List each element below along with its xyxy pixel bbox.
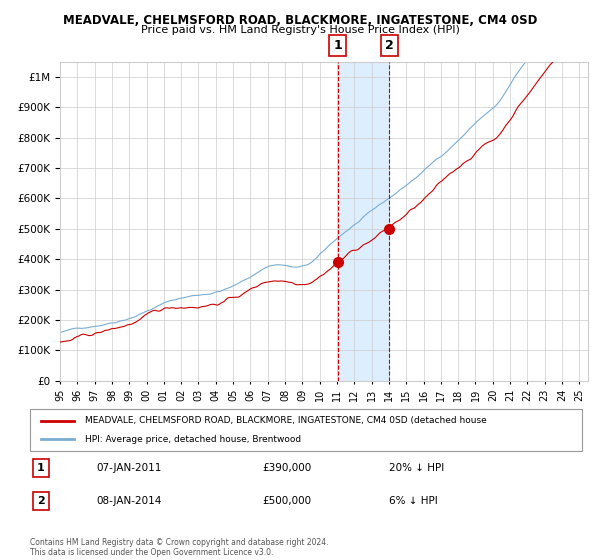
Text: 2: 2 — [385, 39, 394, 52]
Text: Contains HM Land Registry data © Crown copyright and database right 2024.
This d: Contains HM Land Registry data © Crown c… — [30, 538, 329, 557]
Bar — [338, 62, 389, 381]
Text: 2: 2 — [37, 496, 45, 506]
Text: MEADVALE, CHELMSFORD ROAD, BLACKMORE, INGATESTONE, CM4 0SD: MEADVALE, CHELMSFORD ROAD, BLACKMORE, IN… — [63, 14, 537, 27]
Text: 1: 1 — [333, 39, 342, 52]
Text: 20% ↓ HPI: 20% ↓ HPI — [389, 463, 444, 473]
FancyBboxPatch shape — [30, 409, 582, 451]
Text: HPI: Average price, detached house, Brentwood: HPI: Average price, detached house, Bren… — [85, 435, 301, 444]
Text: MEADVALE, CHELMSFORD ROAD, BLACKMORE, INGATESTONE, CM4 0SD (detached house: MEADVALE, CHELMSFORD ROAD, BLACKMORE, IN… — [85, 416, 487, 425]
Text: 07-JAN-2011: 07-JAN-2011 — [96, 463, 161, 473]
Text: 08-JAN-2014: 08-JAN-2014 — [96, 496, 161, 506]
Text: £500,000: £500,000 — [262, 496, 311, 506]
Text: Price paid vs. HM Land Registry's House Price Index (HPI): Price paid vs. HM Land Registry's House … — [140, 25, 460, 35]
Text: £390,000: £390,000 — [262, 463, 311, 473]
Text: 1: 1 — [37, 463, 45, 473]
Text: 6% ↓ HPI: 6% ↓ HPI — [389, 496, 437, 506]
